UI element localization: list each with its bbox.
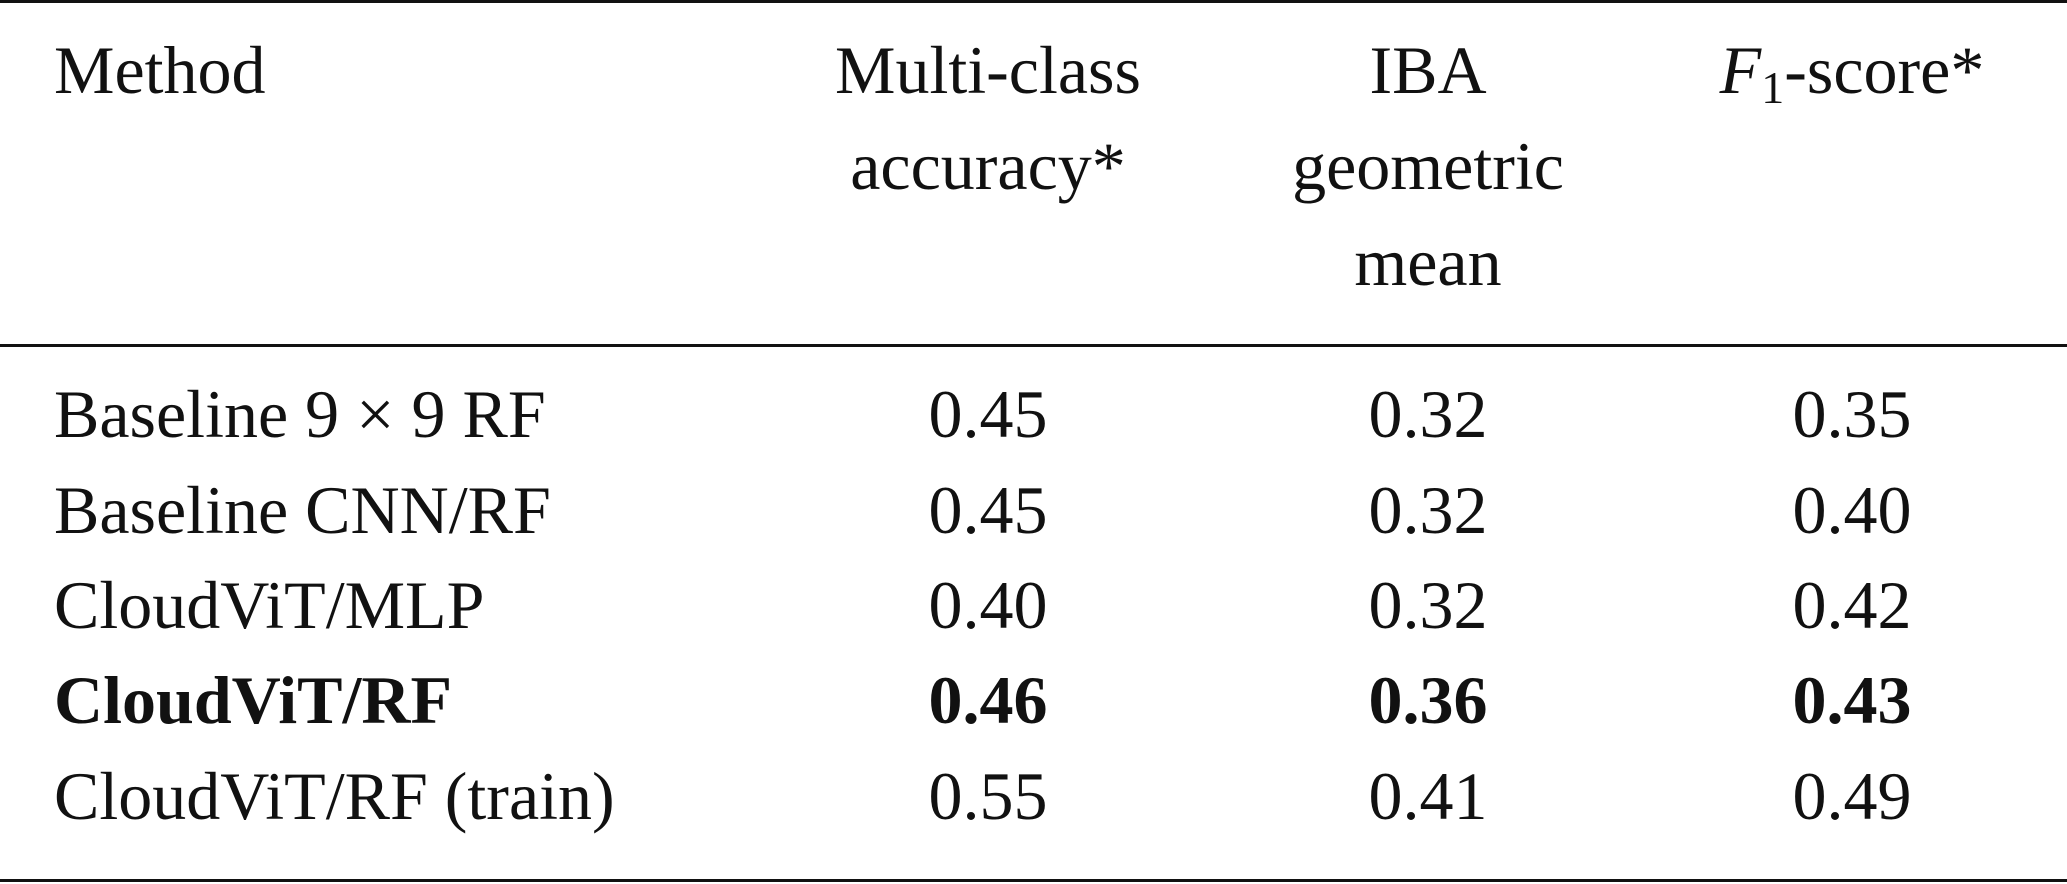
header-accuracy-line-1: Multi-class <box>835 32 1141 108</box>
row-iba: 0.32 <box>1368 567 1488 643</box>
row-method: Baseline 9 × 9 RF <box>54 376 546 452</box>
header-rule <box>0 344 2067 347</box>
bottom-rule <box>0 879 2067 882</box>
header-iba: IBA geometric mean <box>1292 22 1564 310</box>
header-iba-line-2: geometric <box>1292 128 1564 204</box>
header-iba-line-3: mean <box>1354 224 1502 300</box>
row-method: CloudViT/RF <box>54 662 453 738</box>
header-f1: F1-score* <box>1720 22 1985 118</box>
row-f1: 0.49 <box>1792 758 1912 834</box>
top-rule <box>0 0 2067 3</box>
header-f1-symbol: F <box>1719 32 1762 108</box>
header-method: Method <box>54 32 266 108</box>
row-iba: 0.36 <box>1368 662 1488 738</box>
row-iba: 0.32 <box>1368 376 1488 452</box>
row-accuracy: 0.45 <box>928 376 1048 452</box>
row-method: CloudViT/RF (train) <box>54 758 615 834</box>
row-method: Baseline CNN/RF <box>54 472 551 548</box>
header-iba-line-1: IBA <box>1369 32 1487 108</box>
row-accuracy: 0.55 <box>928 758 1048 834</box>
row-method: CloudViT/MLP <box>54 567 485 643</box>
row-f1: 0.35 <box>1792 376 1912 452</box>
row-iba: 0.41 <box>1368 758 1488 834</box>
header-accuracy-line-2: accuracy* <box>850 128 1126 204</box>
row-f1: 0.40 <box>1792 472 1912 548</box>
header-accuracy: Multi-class accuracy* <box>835 22 1141 214</box>
row-accuracy: 0.46 <box>928 662 1048 738</box>
row-iba: 0.32 <box>1368 472 1488 548</box>
row-f1: 0.43 <box>1792 662 1912 738</box>
header-f1-rest: -score* <box>1784 32 1985 108</box>
header-f1-subscript: 1 <box>1761 62 1785 113</box>
row-accuracy: 0.40 <box>928 567 1048 643</box>
row-accuracy: 0.45 <box>928 472 1048 548</box>
row-f1: 0.42 <box>1792 567 1912 643</box>
